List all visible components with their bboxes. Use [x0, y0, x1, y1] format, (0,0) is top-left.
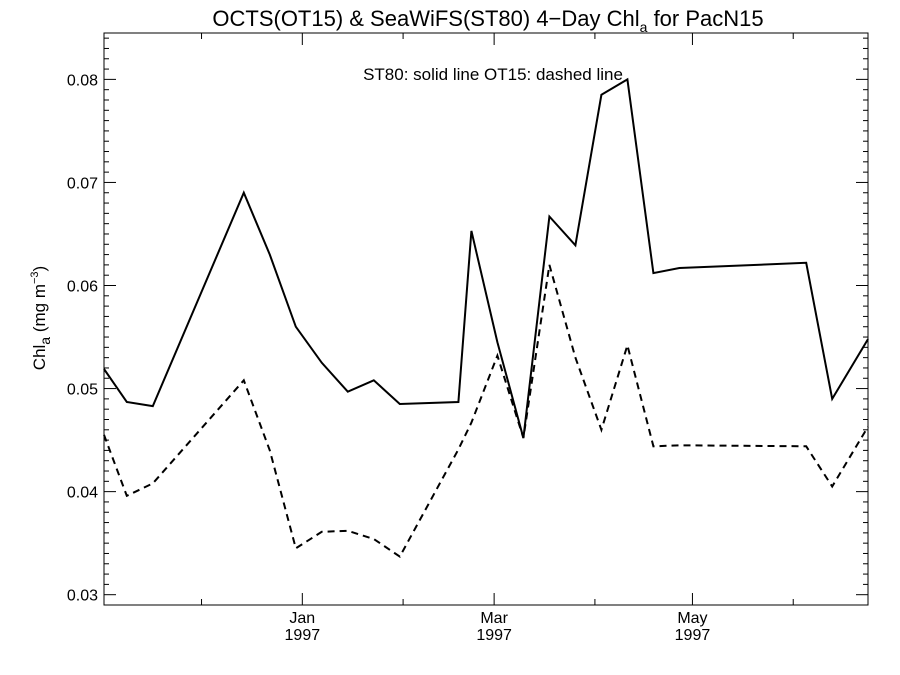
y-tick-label: 0.04 [67, 485, 98, 502]
legend-text: ST80: solid line OT15: dashed line [363, 65, 623, 84]
chart-title: OCTS(OT15) & SeaWiFS(ST80) 4−Day Chla fo… [212, 6, 763, 35]
svg-text:Chla (mg m−3): Chla (mg m−3) [29, 266, 53, 370]
y-tick-label: 0.06 [67, 279, 98, 296]
chart-title-subscript: a [640, 19, 648, 35]
y-axis-label-unit-suffix: ) [30, 266, 49, 272]
plot-area: 0.030.040.050.060.070.08Jan1997Mar1997Ma… [67, 32, 869, 644]
chart-title-main: OCTS(OT15) & SeaWiFS(ST80) 4−Day Chl [212, 6, 639, 31]
y-axis-label-unit-prefix: (mg m [30, 284, 49, 337]
series-line-ot15 [103, 264, 869, 559]
x-tick-label-year: 1997 [476, 627, 512, 644]
y-axis-label-unit-superscript: −3 [29, 271, 41, 284]
plot-frame [103, 32, 869, 606]
y-tick-label: 0.05 [67, 382, 98, 399]
y-axis-label: Chla (mg m−3) [29, 266, 53, 370]
series-line-st80 [103, 77, 869, 439]
chart-title-tail: for PacN15 [647, 6, 763, 31]
y-tick-label: 0.08 [67, 72, 98, 89]
y-axis-label-subscript: a [37, 337, 53, 345]
x-tick-label-year: 1997 [285, 627, 321, 644]
y-tick-label: 0.07 [67, 175, 98, 192]
x-tick-label-month: May [677, 610, 707, 627]
x-tick-label-month: Mar [480, 610, 508, 627]
y-axis-label-main: Chl [30, 345, 49, 371]
x-tick-label-year: 1997 [675, 627, 711, 644]
x-tick-label-month: Jan [289, 610, 315, 627]
y-tick-label: 0.03 [67, 588, 98, 605]
